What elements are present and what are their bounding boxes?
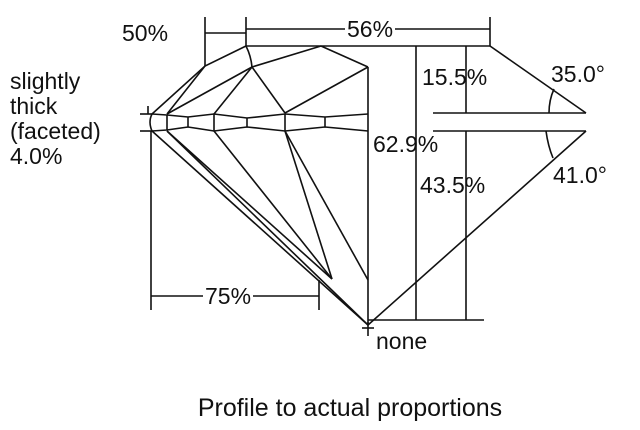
- lower-half-label: 75%: [203, 283, 254, 309]
- star-length-label: 50%: [122, 20, 169, 46]
- caption: Profile to actual proportions: [197, 394, 503, 422]
- crown-facets: [151, 45, 587, 325]
- angle-arcs: [545, 88, 555, 159]
- pavilion-angle-label: 41.0°: [553, 162, 607, 188]
- culet-label: none: [376, 328, 428, 354]
- girdle-label-line: thick: [10, 93, 58, 119]
- girdle-label-line: (faceted): [10, 118, 101, 144]
- crown-angle-label: 35.0°: [551, 61, 605, 87]
- pavilion-depth-label: 43.5%: [420, 172, 486, 198]
- pavilion-facets: [151, 130, 587, 326]
- table-label: 56%: [345, 16, 396, 42]
- total-depth-label: 62.9%: [373, 131, 439, 157]
- girdle-label-line: slightly: [10, 68, 81, 94]
- crown-height-label: 15.5%: [422, 64, 488, 90]
- girdle-label-line: 4.0%: [10, 143, 63, 169]
- dimension-lines: [140, 17, 491, 336]
- girdle: [149, 113, 369, 132]
- girdle-label: slightly thick (faceted) 4.0%: [10, 69, 101, 169]
